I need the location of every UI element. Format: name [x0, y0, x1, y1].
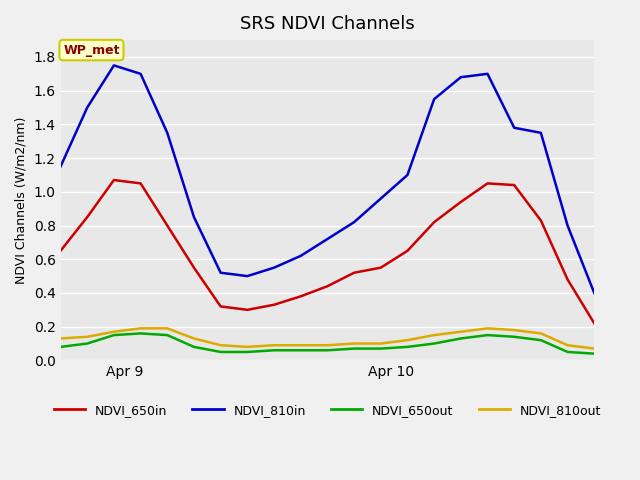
Title: SRS NDVI Channels: SRS NDVI Channels — [240, 15, 415, 33]
Legend: NDVI_650in, NDVI_810in, NDVI_650out, NDVI_810out: NDVI_650in, NDVI_810in, NDVI_650out, NDV… — [49, 399, 606, 421]
Text: WP_met: WP_met — [63, 44, 120, 57]
Y-axis label: NDVI Channels (W/m2/nm): NDVI Channels (W/m2/nm) — [15, 117, 28, 284]
